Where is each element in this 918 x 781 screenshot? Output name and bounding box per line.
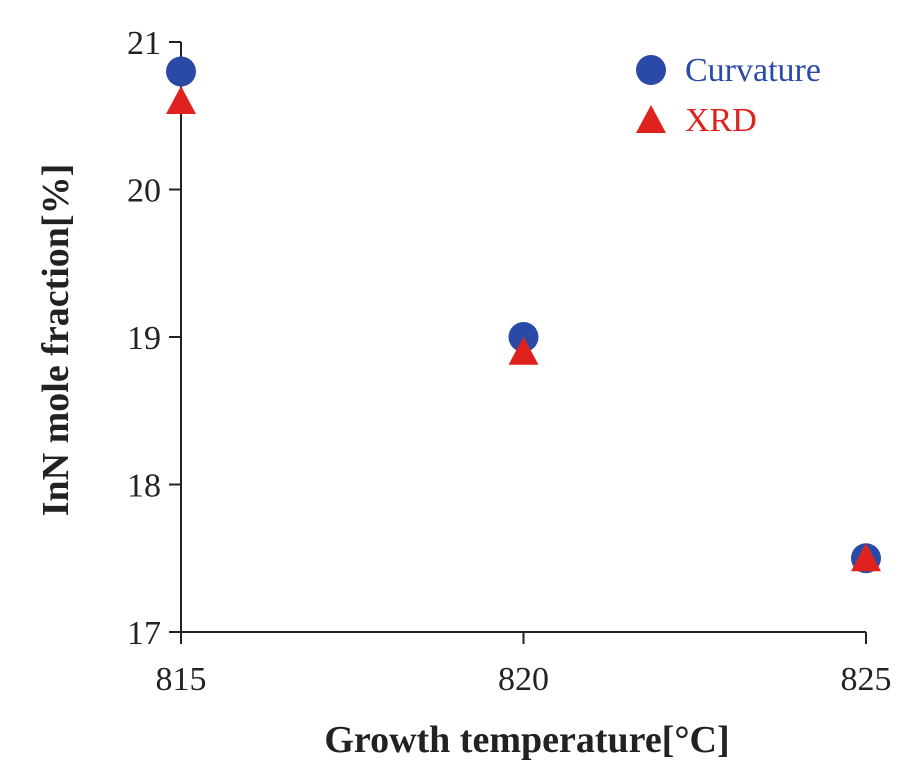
curvature-point	[166, 56, 196, 87]
x-axis-title: Growth temperature[°C]	[324, 719, 729, 761]
data-points	[166, 56, 881, 574]
xrd-point	[508, 336, 539, 365]
x-tick-label: 825	[841, 661, 892, 698]
y-tick-label: 17	[127, 615, 161, 652]
ticks: 17 18 19 20 21 815 820 825	[127, 25, 892, 698]
legend: Curvature XRD	[636, 52, 821, 139]
y-axis-title: InN mole fraction[%]	[35, 164, 77, 516]
x-tick-label: 820	[498, 661, 549, 698]
legend-triangle-marker	[636, 105, 666, 133]
x-tick-label: 815	[156, 661, 207, 698]
y-tick-label: 19	[127, 320, 161, 357]
xrd-point	[166, 86, 196, 114]
legend-circle-marker	[636, 55, 666, 85]
legend-label: Curvature	[685, 52, 821, 89]
y-tick-label: 18	[127, 468, 161, 505]
y-tick-label: 21	[127, 25, 161, 62]
xrd-point	[851, 543, 881, 572]
legend-label: XRD	[685, 102, 757, 139]
y-tick-label: 20	[127, 173, 161, 210]
